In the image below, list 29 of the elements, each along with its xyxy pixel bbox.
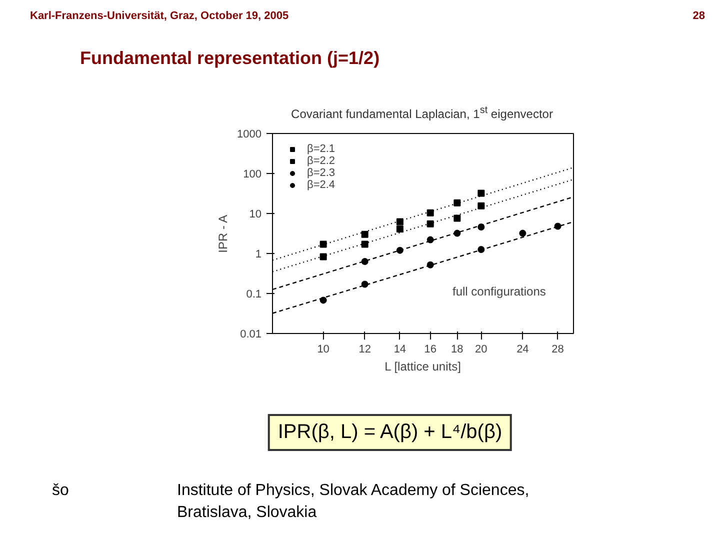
annotation: full configurations	[452, 284, 546, 298]
y-tick-label: 10	[249, 208, 262, 220]
legend-label: β=2.4	[307, 179, 336, 191]
chart-title: Fundamental representation (j=1/2)	[80, 47, 380, 70]
text: IPR(β, L) = A(β) + L⁴/b(β)	[268, 414, 512, 451]
x-tick-label: 14	[394, 344, 406, 356]
y-tick-label: 1	[255, 248, 262, 260]
x-tick-label: 28	[552, 344, 564, 356]
y-tick-label: 1000	[237, 128, 262, 140]
y-tick-label: 0.1	[246, 288, 262, 300]
text: Bratislava, Slovakia	[177, 503, 317, 523]
y-axis-title: IPR - A	[216, 214, 230, 253]
y-tick-label: 0.01	[240, 328, 262, 340]
text: Institute of Physics, Slovak Academy of Sciences,	[177, 481, 530, 501]
legend-label: β=2.1	[307, 143, 336, 155]
text: Karl-Franzens-Universität, Graz, October 19, 2005	[30, 9, 289, 24]
text: šo	[52, 481, 69, 501]
x-tick-label: 10	[317, 344, 330, 356]
chart-subtitle: Covariant fundamental Laplacian, 1$^{st}$ eigenvector	[291, 104, 553, 123]
x-tick-label: 12	[358, 344, 371, 356]
legend-label: β=2.2	[307, 155, 336, 167]
text: 28	[692, 9, 705, 24]
x-tick-label: 18	[451, 344, 464, 356]
x-tick-label: 20	[475, 344, 488, 356]
x-axis-title: L [lattice units]	[384, 360, 461, 374]
legend-label: β=2.3	[307, 167, 336, 179]
x-tick-label: 16	[424, 344, 436, 356]
x-tick-label: 24	[516, 344, 529, 356]
y-tick-label: 100	[243, 168, 262, 180]
